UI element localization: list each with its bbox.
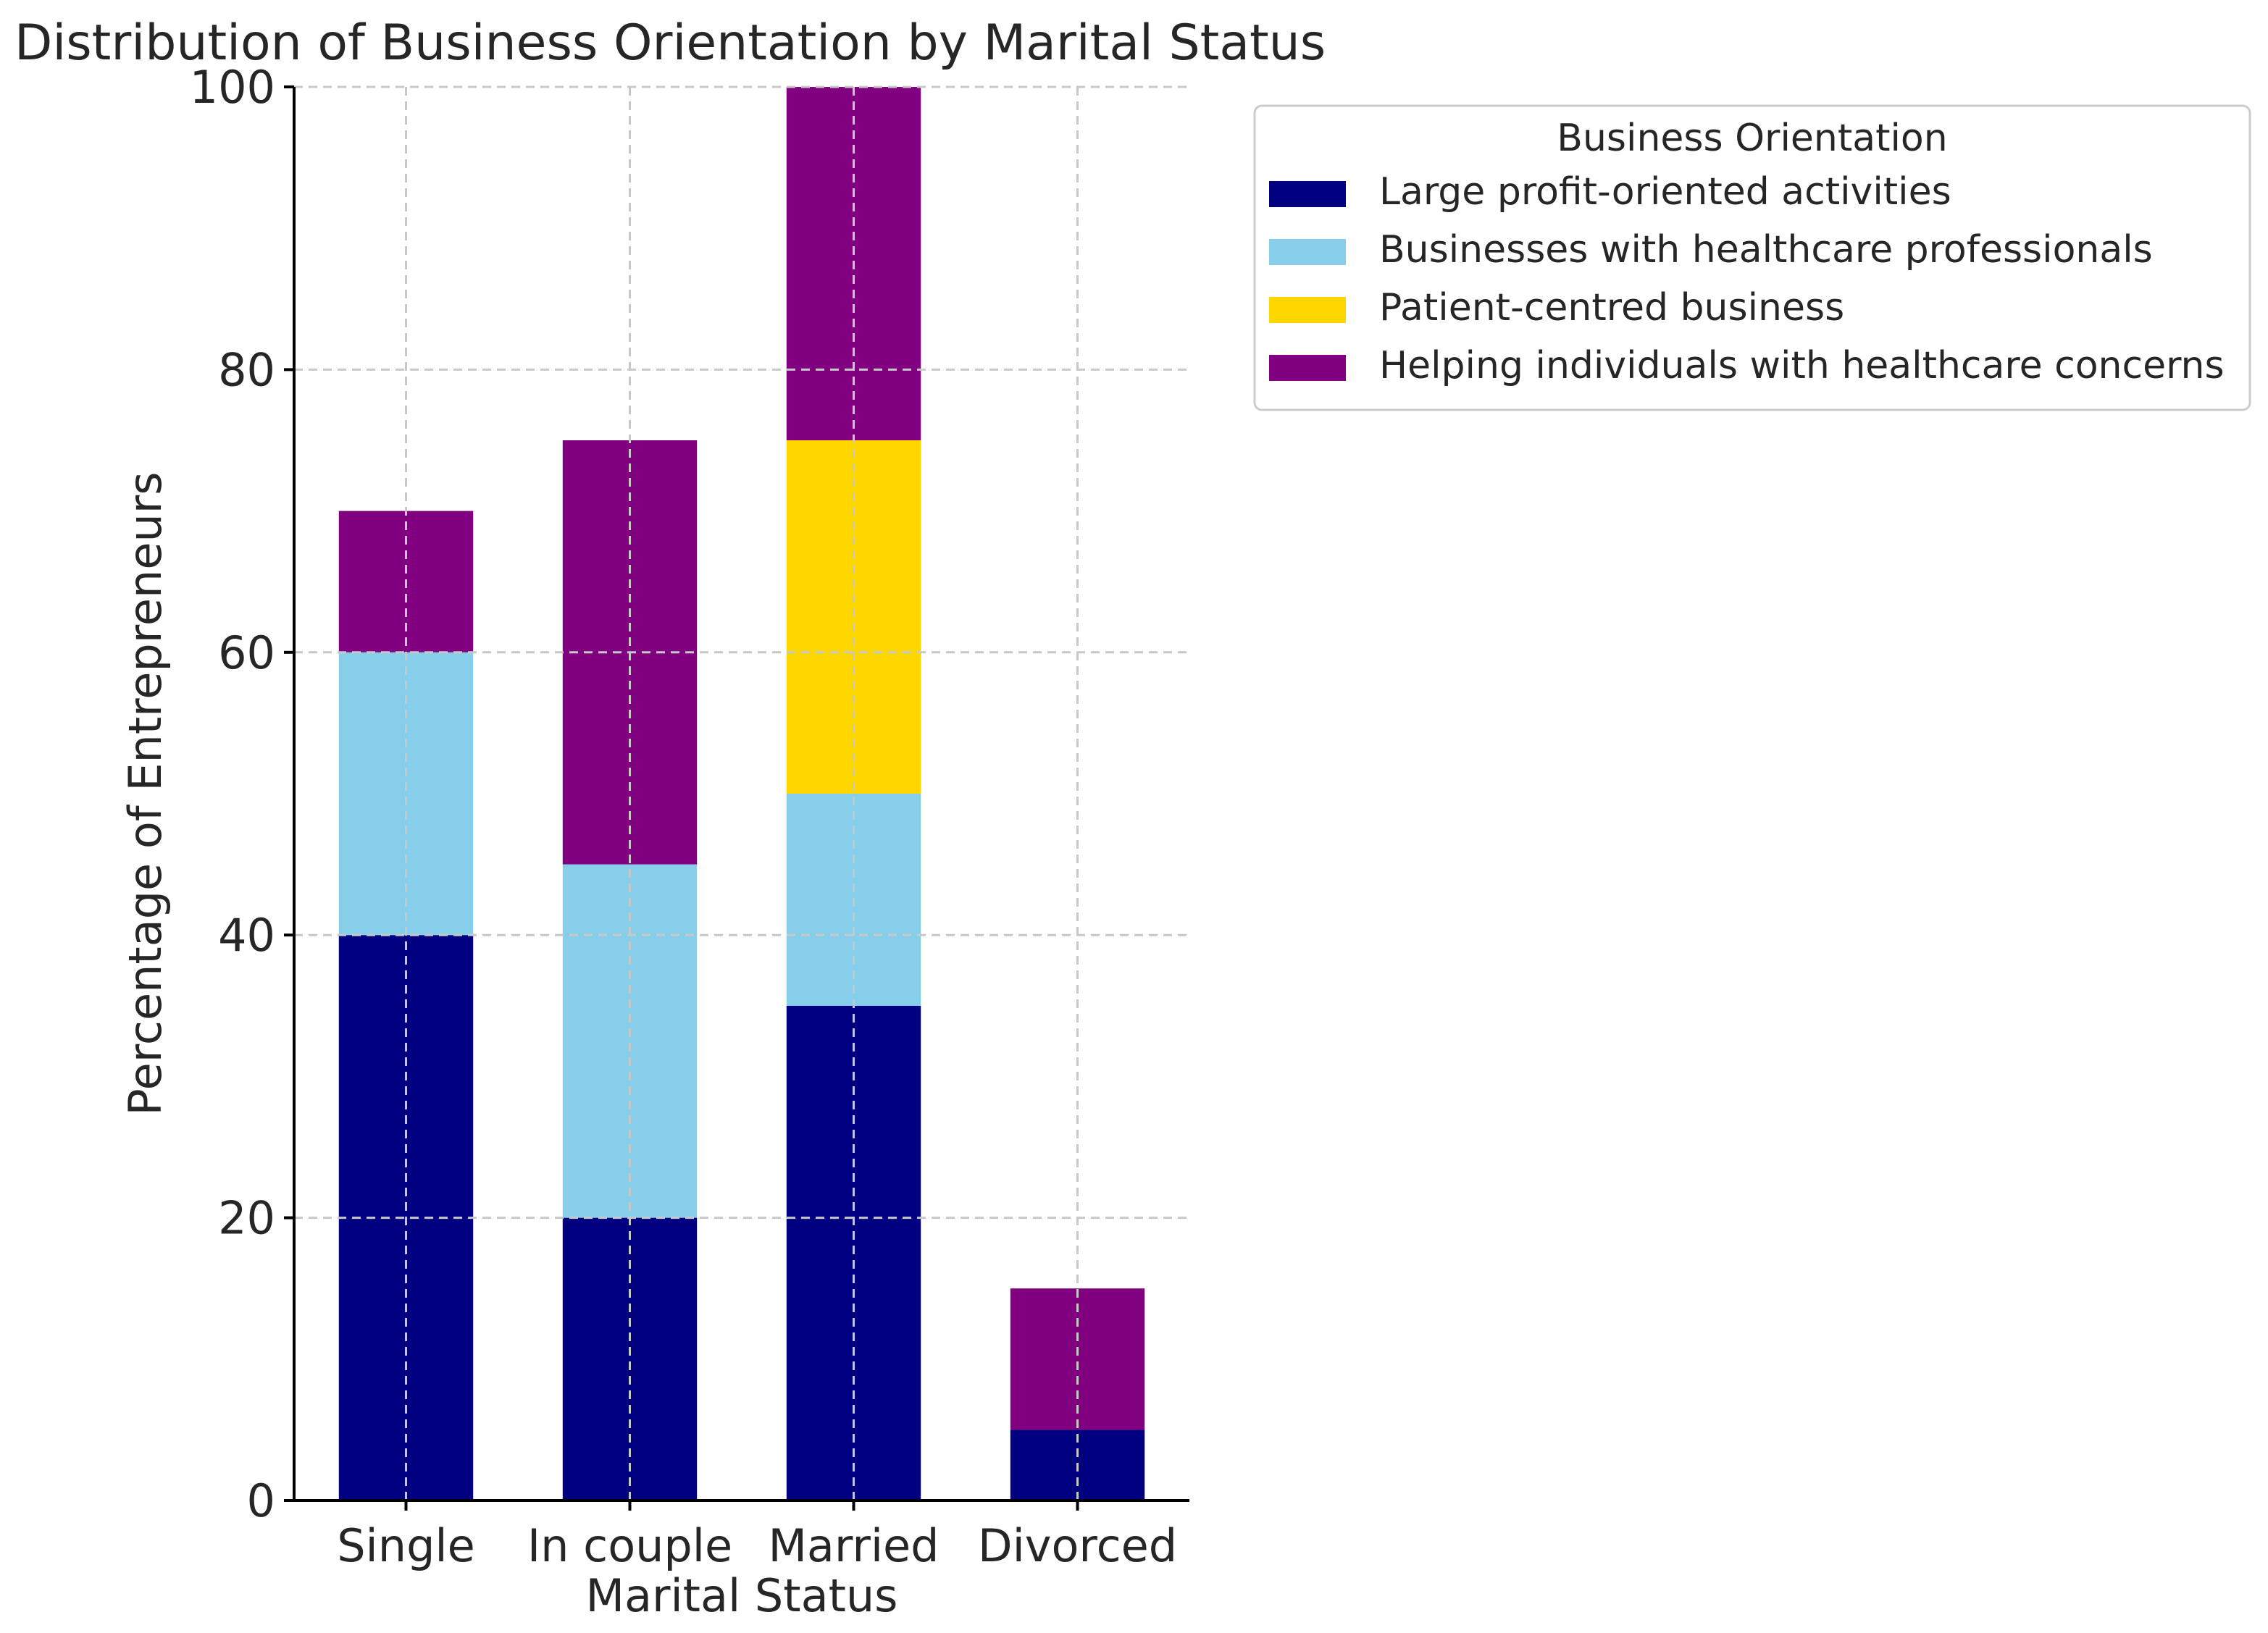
y-tick-label: 20 (218, 1192, 275, 1245)
bars (338, 87, 1145, 1500)
legend-swatch (1269, 355, 1346, 381)
y-tick-label: 80 (218, 343, 275, 396)
legend-swatch (1269, 297, 1346, 323)
x-tick-label: Married (768, 1519, 939, 1572)
y-axis-label: Percentage of Entrepreneurs (119, 471, 172, 1115)
legend-swatch (1269, 239, 1346, 265)
legend-entries: Large profit-oriented activities Business… (1269, 170, 2225, 387)
legend-label: Patient-centred business (1379, 286, 1844, 329)
legend-label: Large profit-oriented activities (1379, 170, 1951, 214)
y-tick-label: 100 (190, 61, 275, 114)
legend-label: Helping individuals with healthcare conc… (1379, 344, 2225, 387)
x-tick-label: Single (337, 1519, 475, 1572)
legend-frame (1253, 104, 2251, 411)
y-tick-label: 0 (247, 1474, 275, 1527)
x-tick-label: In couple (527, 1519, 732, 1572)
legend-swatch (1269, 181, 1346, 207)
legend-title: Business Orientation (1557, 117, 1947, 160)
bar-single-series-1 (338, 652, 474, 936)
x-axis-label: Marital Status (585, 1569, 897, 1622)
axes (284, 85, 1189, 1511)
y-tick-label: 60 (218, 626, 275, 679)
legend-label: Businesses with healthcare professionals (1379, 228, 2153, 272)
x-tick-label: Divorced (978, 1519, 1177, 1572)
chart-title: Distribution of Business Orientation by … (14, 14, 1326, 72)
tick-labels: 0 20 40 60 80 100 Single In couple Married Divorc… (190, 61, 1178, 1572)
y-tick-label: 40 (218, 909, 275, 962)
legend: Business Orientation Large profit-orient… (1253, 104, 2251, 411)
